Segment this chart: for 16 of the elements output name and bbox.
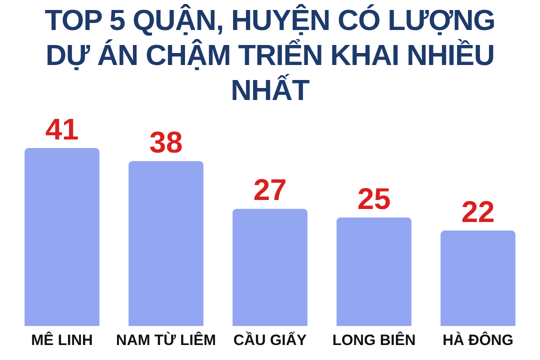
chart-title: TOP 5 QUẬN, HUYỆN CÓ LƯỢNG DỰ ÁN CHẬM TRIỂN KHAI NHIỀU NHẤT	[44, 4, 496, 109]
data-label: 25	[357, 182, 391, 216]
bar	[336, 218, 412, 326]
x-tick-label: MÊ LINH	[31, 331, 93, 350]
data-label: 38	[149, 126, 183, 160]
x-tick-label: NAM TỪ LIÊM	[116, 331, 216, 350]
bar	[232, 208, 308, 326]
bar	[440, 230, 516, 326]
data-label: 41	[45, 113, 79, 146]
x-tick-label: CẦU GIẤY	[233, 331, 307, 350]
bar	[24, 148, 100, 326]
bar	[128, 161, 204, 326]
x-tick-label: HÀ ĐÔNG	[442, 331, 514, 350]
x-tick-label: LONG BIÊN	[332, 331, 416, 350]
data-label: 22	[461, 196, 495, 229]
data-label: 27	[253, 174, 287, 208]
